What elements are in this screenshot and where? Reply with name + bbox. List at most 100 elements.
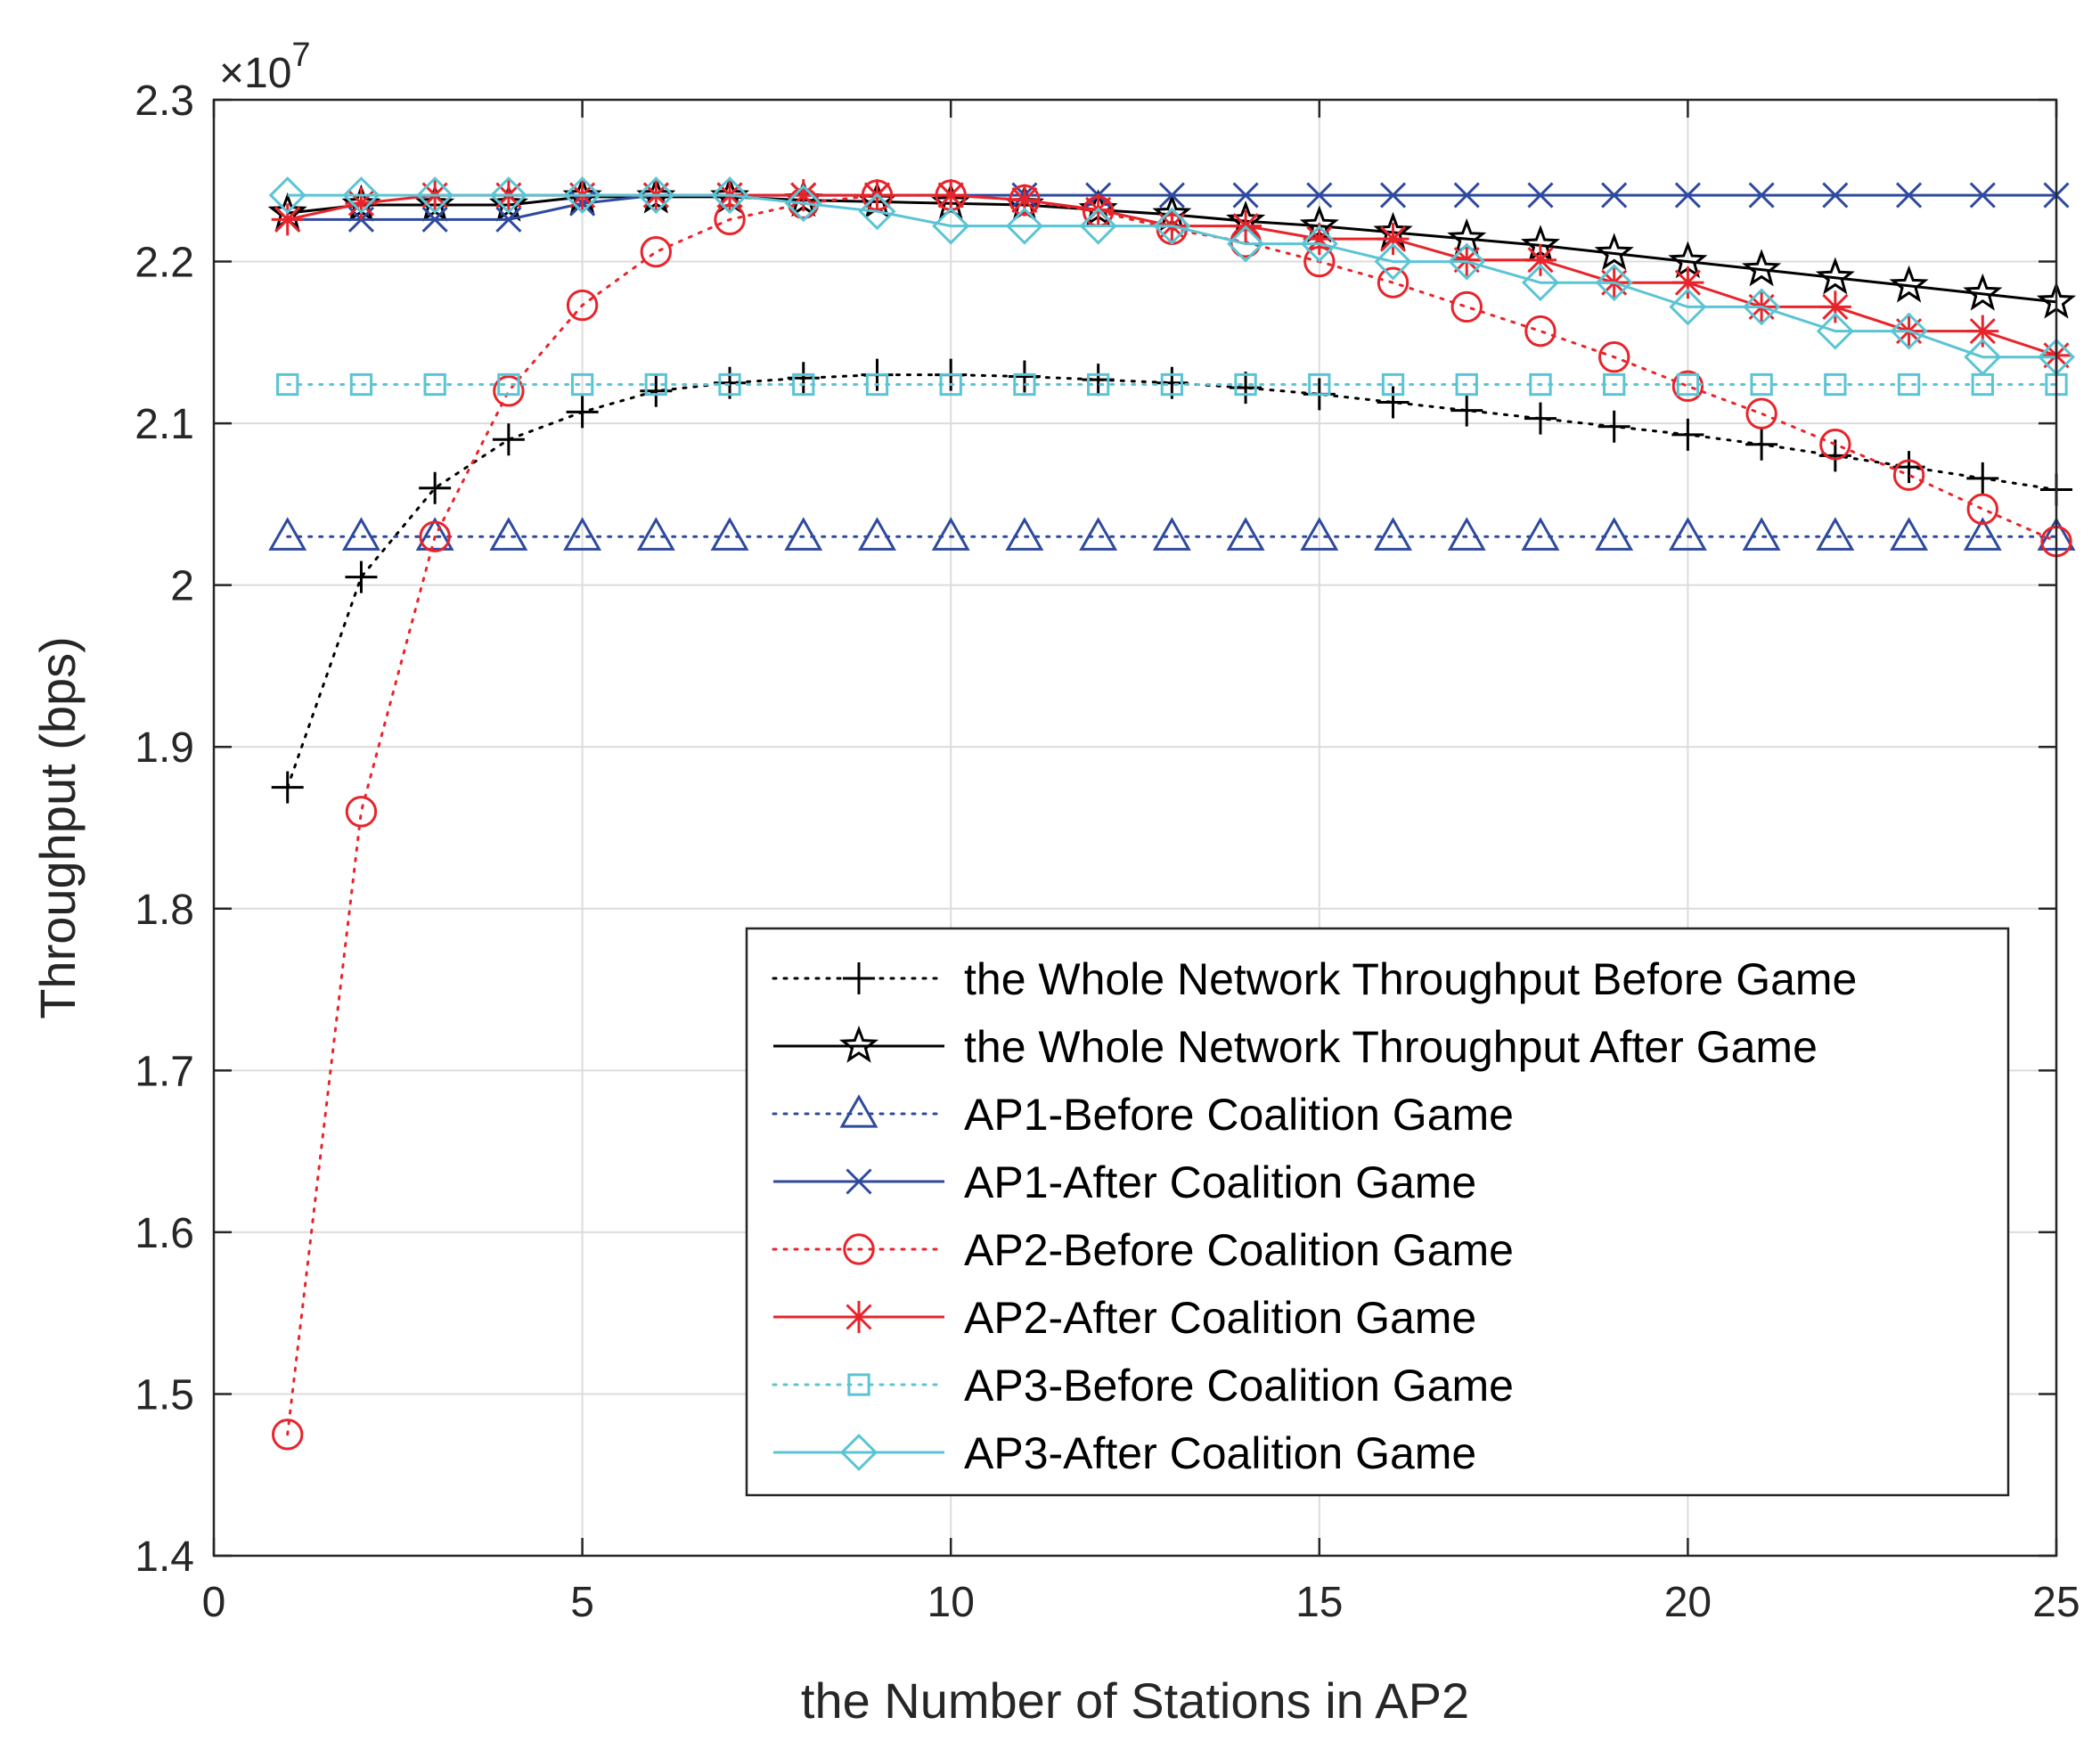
data-point-marker <box>563 176 601 215</box>
legend-label: AP1-Before Coalition Game <box>964 1090 1514 1140</box>
data-point-marker <box>276 372 299 397</box>
data-point-marker <box>1374 517 1413 551</box>
y-tick-label: 1.7 <box>135 1048 194 1095</box>
data-point-marker <box>1521 264 1559 302</box>
data-point-marker <box>342 176 380 215</box>
data-point-marker <box>1743 288 1781 326</box>
data-point-marker <box>1005 207 1043 245</box>
data-point-marker <box>1745 428 1778 461</box>
series-line <box>287 193 2056 359</box>
data-point-marker <box>1671 418 1704 451</box>
data-point-marker <box>847 1373 870 1396</box>
data-point-marker <box>1676 372 1700 397</box>
data-point-marker <box>1524 315 1557 348</box>
legend-label: the Whole Network Throughput Before Game <box>964 954 1857 1004</box>
data-point-marker <box>1966 315 1999 348</box>
data-point-marker <box>1232 182 1259 209</box>
x-tick-label: 15 <box>1295 1579 1343 1626</box>
legend-entry: AP1-Before Coalition Game <box>772 1090 1514 1140</box>
data-point-marker <box>1300 517 1339 551</box>
data-point-marker <box>792 372 815 397</box>
data-point-marker <box>1521 517 1560 551</box>
data-point-marker <box>1889 265 1929 303</box>
data-point-marker <box>1303 223 1336 256</box>
data-point-marker <box>636 517 675 551</box>
data-point-marker <box>419 471 452 504</box>
data-point-marker <box>1527 182 1554 209</box>
data-point-marker <box>1306 182 1333 209</box>
data-point-marker <box>1963 517 2002 551</box>
data-point-marker <box>1966 493 1998 526</box>
data-point-marker <box>1601 182 1628 209</box>
data-point-marker <box>1158 182 1185 209</box>
legend-label: the Whole Network Throughput After Game <box>964 1022 1818 1072</box>
data-point-marker <box>345 796 378 828</box>
legend-entry: AP2-Before Coalition Game <box>772 1225 1514 1275</box>
y-tick-label: 2.3 <box>135 78 194 125</box>
data-point-marker <box>1013 372 1036 397</box>
data-point-marker <box>492 423 525 456</box>
data-point-marker <box>416 176 454 215</box>
data-point-marker <box>1671 370 1704 403</box>
data-point-marker <box>843 1301 875 1333</box>
legend-label: AP2-After Coalition Game <box>964 1293 1476 1343</box>
data-point-marker <box>1668 517 1707 551</box>
data-point-marker <box>1603 372 1626 397</box>
legend: the Whole Network Throughput Before Game… <box>745 927 2010 1497</box>
data-point-marker <box>1892 459 1925 491</box>
data-point-marker <box>1897 372 1921 397</box>
data-point-marker <box>1597 410 1630 443</box>
y-tick-label: 1.5 <box>135 1371 194 1419</box>
data-point-marker <box>1745 397 1777 429</box>
exponent-base: ×10 <box>219 50 291 97</box>
data-point-marker <box>1379 182 1407 209</box>
legend-box <box>745 927 2010 1497</box>
data-point-marker <box>1595 264 1633 302</box>
y-tick-label: 1.6 <box>135 1210 194 1257</box>
data-point-marker <box>644 372 667 397</box>
data-point-marker <box>843 962 875 994</box>
data-point-marker <box>423 372 446 397</box>
data-point-marker <box>839 1094 878 1128</box>
data-point-marker <box>1226 517 1265 551</box>
data-point-marker <box>787 179 820 212</box>
data-point-marker <box>566 396 599 429</box>
data-point-marker <box>1742 249 1782 287</box>
data-point-marker <box>1963 273 2003 311</box>
data-point-marker <box>268 176 306 215</box>
data-point-marker <box>497 372 520 397</box>
data-point-marker <box>1377 223 1410 256</box>
y-tick-label: 1.4 <box>135 1533 194 1581</box>
tick-labels: 0 5 10 15 20 25 1.4 1.5 1.6 1.7 1.8 1.9 2 2.1 2.2 2.3 <box>135 78 2080 1626</box>
data-point-marker <box>1300 225 1338 263</box>
data-point-marker <box>1086 372 1110 397</box>
legend-entry: AP1-After Coalition Game <box>773 1157 1476 1207</box>
legend-entry: the Whole Network Throughput Before Game <box>772 954 1857 1004</box>
data-point-marker <box>1079 207 1117 245</box>
data-point-marker <box>1308 372 1331 397</box>
data-point-marker <box>1160 372 1184 397</box>
data-point-marker <box>1450 243 1483 276</box>
data-point-marker <box>1448 242 1486 281</box>
data-point-marker <box>1816 312 1854 350</box>
data-point-marker <box>865 372 889 397</box>
data-point-marker <box>489 176 527 215</box>
data-point-marker <box>1377 386 1410 419</box>
data-point-marker <box>1227 225 1265 263</box>
data-point-marker <box>1822 182 1849 209</box>
data-point-marker <box>1008 184 1041 217</box>
data-point-marker <box>858 192 896 231</box>
data-point-marker <box>1895 182 1923 209</box>
data-point-marker <box>563 517 602 551</box>
y-axis-title: Throughput (bps) <box>29 636 86 1019</box>
data-point-marker <box>1890 517 1929 551</box>
data-point-marker <box>1374 242 1412 281</box>
data-point-marker <box>932 207 970 245</box>
legend-label: AP1-After Coalition Game <box>964 1157 1476 1207</box>
data-point-marker <box>495 206 522 233</box>
data-point-marker <box>857 517 896 551</box>
x-tick-label: 25 <box>2032 1579 2080 1626</box>
data-point-marker <box>1529 372 1552 397</box>
data-point-marker <box>1005 517 1044 551</box>
y-tick-label: 2 <box>170 563 194 610</box>
